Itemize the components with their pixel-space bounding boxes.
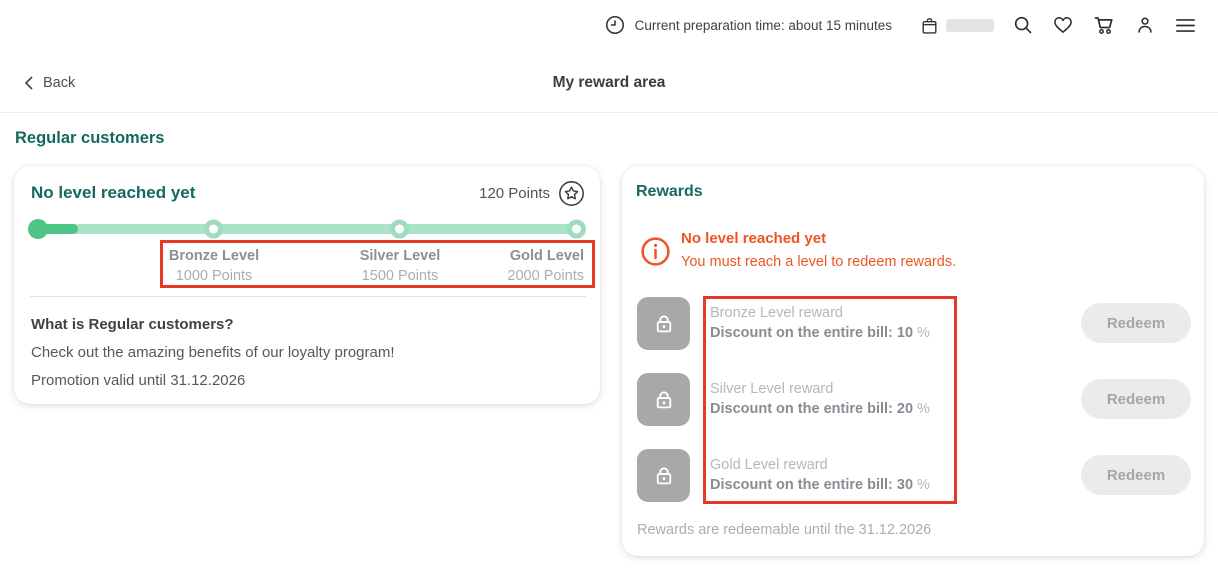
- page-title: My reward area: [552, 74, 666, 91]
- redeem-button-bronze[interactable]: Redeem: [1081, 303, 1191, 343]
- reward-discount: Discount on the entire bill: 10%: [710, 325, 930, 341]
- reward-name: Bronze Level reward: [710, 305, 843, 321]
- reward-discount-text: Discount on the entire bill: 30: [710, 477, 914, 493]
- lock-icon: [651, 387, 677, 413]
- reward-discount-suffix: %: [917, 325, 930, 341]
- reward-tile-gold: [637, 449, 690, 502]
- level-bronze: Bronze Level 1000 Points: [169, 246, 259, 286]
- reward-name: Silver Level reward: [710, 381, 834, 397]
- reward-discount-text: Discount on the entire bill: 10: [710, 325, 914, 341]
- preparation-time: Current preparation time: about 15 minut…: [604, 14, 892, 36]
- hamburger-menu-icon[interactable]: [1174, 14, 1197, 37]
- chevron-left-icon: [22, 75, 36, 91]
- store-info: [919, 15, 994, 36]
- milestone-bronze-dot: [204, 219, 223, 239]
- header-divider: [0, 112, 1218, 113]
- rewards-card: Rewards No level reached yet You must re…: [622, 166, 1204, 556]
- level-bronze-name: Bronze Level: [168, 248, 260, 264]
- milestone-gold-dot: [567, 219, 586, 239]
- level-gold-points: 2000 Points: [507, 268, 584, 284]
- rewards-footer: Rewards are redeemable until the 31.12.2…: [637, 522, 932, 538]
- about-line2: Promotion valid until 31.12.2026: [31, 372, 246, 389]
- reward-discount: Discount on the entire bill: 30%: [710, 477, 930, 493]
- search-icon[interactable]: [1012, 14, 1034, 36]
- rewards-title: Rewards: [636, 183, 703, 200]
- progress-current-dot: [28, 219, 48, 239]
- cart-icon[interactable]: [1092, 13, 1116, 37]
- back-button[interactable]: Back: [22, 75, 75, 91]
- reward-discount-suffix: %: [917, 401, 930, 417]
- level-bronze-points: 1000 Points: [175, 268, 253, 284]
- clock-icon: [604, 14, 626, 36]
- level-silver: Silver Level 1500 Points: [360, 246, 441, 286]
- redeem-button-silver[interactable]: Redeem: [1081, 379, 1191, 419]
- progress-bar: [28, 219, 586, 239]
- notice-title: No level reached yet: [681, 230, 827, 247]
- reward-discount-text: Discount on the entire bill: 20: [710, 401, 914, 417]
- shopping-bag-icon[interactable]: [919, 15, 940, 36]
- reward-discount-suffix: %: [917, 477, 930, 493]
- lock-icon: [651, 463, 677, 489]
- points-label: 120 Points: [479, 185, 550, 202]
- progress-fill: [30, 224, 78, 234]
- reward-discount: Discount on the entire bill: 20%: [710, 401, 930, 417]
- heart-icon[interactable]: [1052, 14, 1074, 36]
- redeem-button-gold[interactable]: Redeem: [1081, 455, 1191, 495]
- points-display: 120 Points: [479, 180, 585, 207]
- topbar: Current preparation time: about 15 minut…: [0, 0, 1218, 50]
- star-circle-icon: [558, 180, 585, 207]
- loyalty-card: No level reached yet 120 Points Bronze L…: [14, 166, 600, 404]
- section-title: Regular customers: [15, 129, 165, 147]
- level-gold: Gold Level 2000 Points: [507, 246, 584, 286]
- level-silver-name: Silver Level: [359, 248, 441, 264]
- about-line1: Check out the amazing benefits of our lo…: [31, 344, 395, 361]
- level-gold-name: Gold Level: [509, 248, 584, 264]
- milestone-silver-dot: [390, 219, 409, 239]
- page-header: Back My reward area: [0, 56, 1218, 110]
- card-divider: [30, 296, 586, 297]
- level-status: No level reached yet: [31, 183, 196, 202]
- lock-icon: [651, 311, 677, 337]
- user-icon[interactable]: [1134, 14, 1156, 36]
- reward-tile-bronze: [637, 297, 690, 350]
- about-title: What is Regular customers?: [31, 316, 234, 333]
- reward-tile-silver: [637, 373, 690, 426]
- reward-name: Gold Level reward: [710, 457, 828, 473]
- info-icon: [640, 236, 671, 267]
- level-silver-points: 1500 Points: [361, 268, 439, 284]
- preparation-time-label: Current preparation time: about 15 minut…: [634, 17, 892, 33]
- back-label: Back: [43, 75, 76, 91]
- notice-text: You must reach a level to redeem rewards…: [681, 254, 957, 270]
- loading-placeholder: [946, 18, 994, 32]
